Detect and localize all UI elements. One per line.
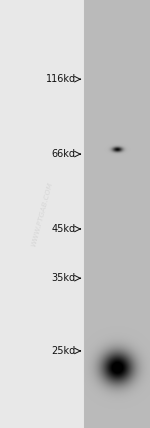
Text: WWW.PTGAB.COM: WWW.PTGAB.COM: [30, 181, 54, 247]
Text: 45kd: 45kd: [52, 224, 76, 234]
Text: 116kd: 116kd: [46, 74, 76, 84]
Text: 66kd: 66kd: [52, 149, 76, 159]
Text: 35kd: 35kd: [52, 273, 76, 283]
Text: 25kd: 25kd: [51, 346, 76, 356]
